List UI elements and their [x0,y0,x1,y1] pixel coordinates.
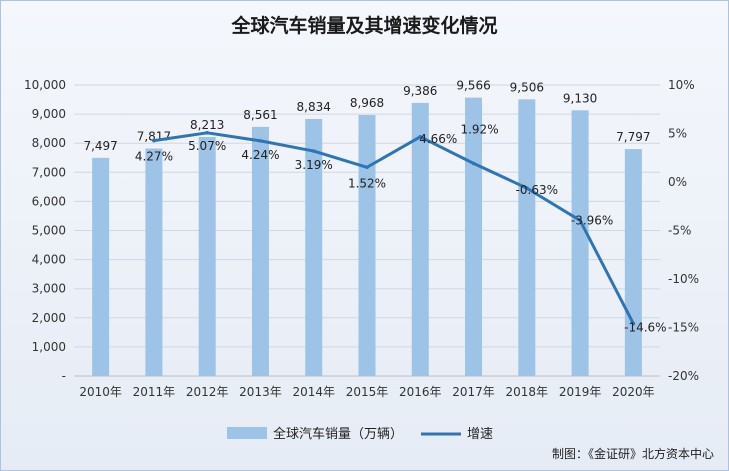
growth-point [311,149,316,153]
bar-value-label: 8,834 [297,100,331,114]
legend-bar-label: 全球汽车销量（万辆） [273,426,403,442]
bar [145,148,163,376]
y-left-tick-label: 6,000 [32,194,66,208]
x-tick-label: 2017年 [452,385,495,399]
growth-value-label: 3.19% [295,158,333,172]
growth-value-label: 1.52% [348,176,386,190]
x-tick-label: 2020年 [612,385,655,399]
x-tick-label: 2011年 [133,385,176,399]
growth-point [631,321,636,326]
x-tick-label: 2016年 [399,385,442,399]
x-tick-label: 2012年 [186,385,229,399]
growth-point [471,161,476,166]
y-left-tick-label: - [62,369,66,383]
source-note: 制图：《金证研》北方资本中心 [551,447,714,461]
growth-point [525,186,529,190]
bar [465,97,483,377]
bar-value-label: 7,497 [83,139,117,153]
x-tick-label: 2013年 [239,385,282,399]
bar-value-label: 8,968 [350,96,384,110]
bar-value-label: 8,561 [243,108,277,122]
y-left-tick-label: 7,000 [32,165,66,179]
growth-value-label: -0.63% [516,183,558,197]
growth-value-label: -14.6% [624,321,666,335]
chart-title: 全球汽车销量及其增速变化情况 [231,15,498,37]
growth-point [258,139,263,143]
legend-bar-swatch [227,427,267,439]
bar [305,118,323,376]
y-left-tick-label: 10,000 [24,78,66,92]
bar [411,102,429,376]
growth-point [418,134,423,139]
bar [92,157,110,376]
y-right-tick-label: -10% [668,272,699,286]
bar [198,137,216,376]
y-left-tick-label: 1,000 [32,340,66,354]
bar-value-label: 7,797 [616,130,650,144]
growth-value-label: 4.27% [135,150,173,164]
y-right-tick-label: 5% [668,127,687,141]
y-left-tick-label: 8,000 [32,136,66,150]
growth-value-label: 4.66% [419,132,457,146]
growth-line [153,131,635,325]
bar [518,99,536,376]
bar-value-label: 9,506 [510,80,544,94]
bar-value-label: 9,386 [403,84,437,98]
growth-value-label: 1.92% [460,122,498,136]
growth-value-label: -3.96% [571,213,613,227]
bar [358,115,376,377]
y-right-tick-label: 0% [668,175,687,189]
growth-point [365,165,369,170]
growth-point [578,218,582,223]
growth-value-label: 5.07% [188,139,226,153]
bar [571,110,589,376]
growth-point [205,131,209,135]
y-right-tick-label: 10% [668,78,695,92]
legend-line-label: 增速 [467,427,493,442]
y-left-tick-label: 9,000 [32,107,66,121]
x-tick-label: 2014年 [292,385,335,399]
bar [251,126,269,376]
x-tick-label: 2010年 [79,385,122,399]
y-left-tick-label: 5,000 [32,224,66,238]
y-right-tick-label: -5% [668,224,691,238]
bar-value-label: 9,130 [563,91,597,105]
growth-point [152,138,156,143]
y-right-tick-label: -15% [668,321,699,335]
y-right-tick-label: -20% [668,369,699,383]
bar-value-label: 9,566 [456,79,490,93]
x-tick-label: 2019年 [559,385,602,399]
y-left-tick-label: 3,000 [32,282,66,296]
x-tick-label: 2015年 [346,385,389,399]
bar [624,149,642,376]
y-left-tick-label: 2,000 [32,311,66,325]
bar-value-label: 8,213 [190,118,224,132]
growth-value-label: 4.24% [241,148,279,162]
y-left-tick-label: 4,000 [32,253,66,267]
x-tick-label: 2018年 [506,385,549,399]
